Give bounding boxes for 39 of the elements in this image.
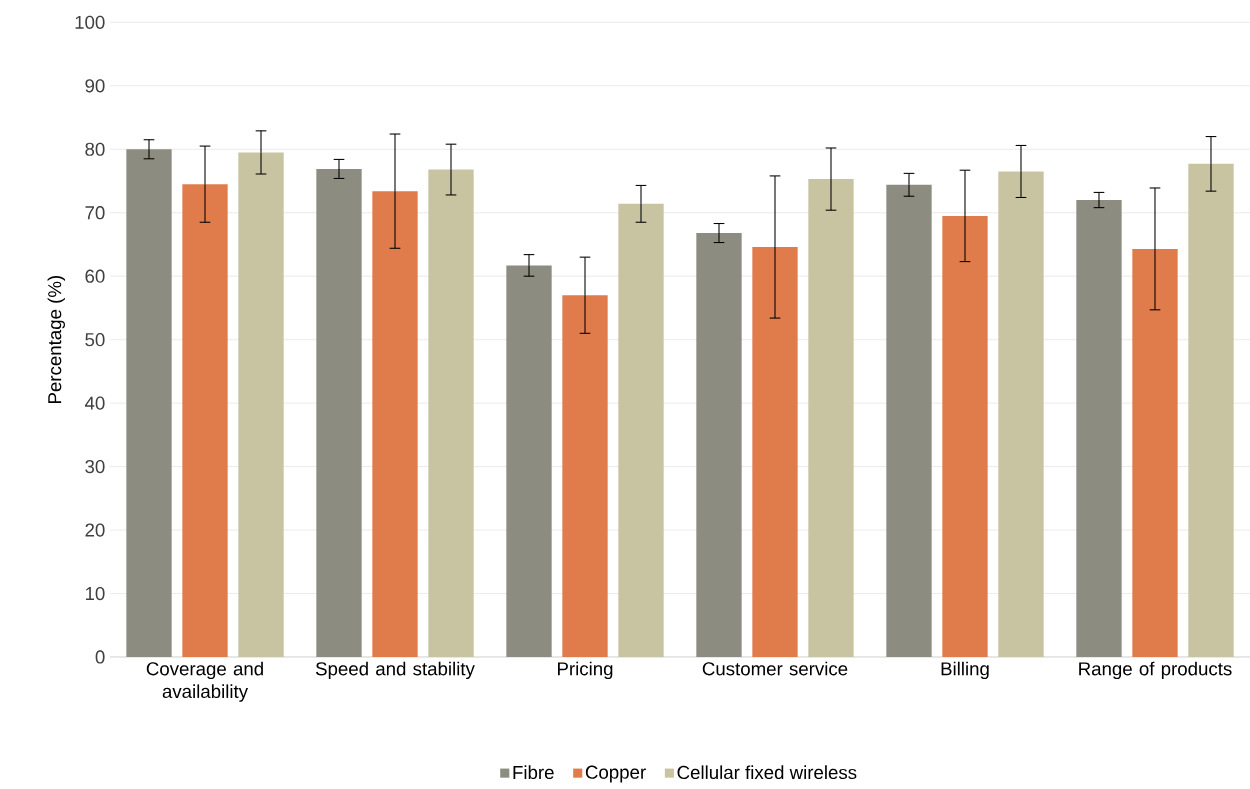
bar (238, 152, 284, 657)
x-tick-label: Range of products (1079, 661, 1232, 680)
x-tick-label: Speed and stability (315, 661, 475, 680)
x-tick-label: Billing (941, 661, 989, 680)
y-tick-label: 50 (85, 333, 105, 347)
y-tick-label: 10 (85, 586, 105, 601)
y-tick-label: 0 (95, 650, 105, 664)
bar (428, 169, 474, 657)
y-tick-label: 20 (85, 523, 105, 537)
bar (1188, 163, 1234, 657)
bar (182, 184, 228, 657)
bar (618, 203, 664, 657)
bar (752, 247, 798, 657)
bar (562, 295, 608, 657)
x-tick-label: Pricing (558, 661, 613, 680)
x-tick-label: Coverage and availability (146, 661, 263, 702)
x-tick-label: Customer service (702, 661, 848, 676)
bar (1132, 248, 1178, 657)
bar (126, 149, 172, 657)
legend-label: Copper (585, 765, 646, 783)
y-tick-label: 90 (85, 79, 105, 93)
legend-label: Cellular fixed wireless (677, 765, 857, 780)
y-tick-label: 30 (85, 459, 105, 474)
bar (886, 184, 932, 657)
bar (1076, 200, 1122, 657)
y-axis-title: Percentage (%) (47, 276, 65, 403)
bar (372, 191, 418, 657)
y-tick-label: 60 (85, 269, 105, 283)
bar (998, 171, 1044, 657)
bar (808, 179, 854, 657)
bar (506, 265, 552, 657)
legend-label: Fibre (513, 765, 554, 780)
y-tick-label: 40 (84, 396, 105, 410)
y-tick-label: 100 (75, 15, 105, 29)
y-tick-label: 70 (85, 206, 105, 220)
bar (316, 168, 362, 657)
bar (696, 233, 742, 657)
bar (942, 215, 988, 657)
y-tick-label: 80 (85, 142, 105, 156)
